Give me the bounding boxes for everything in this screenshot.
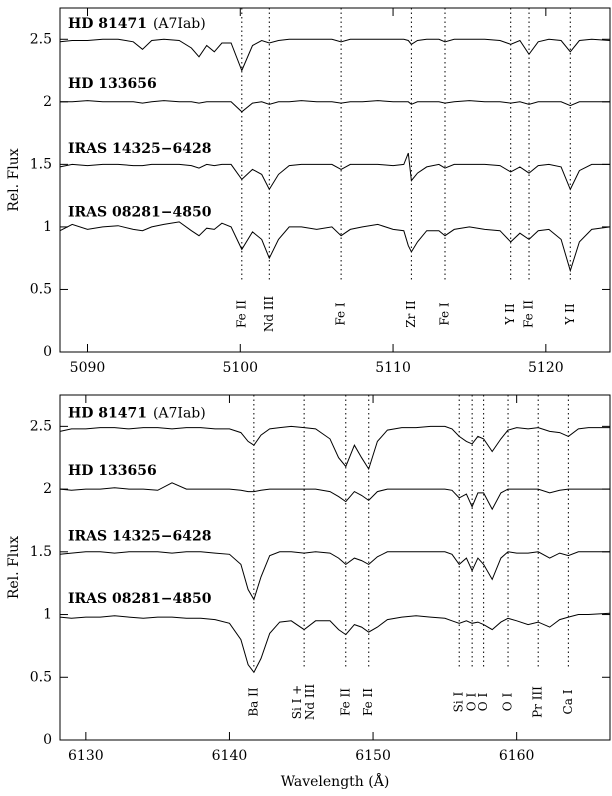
series-note: (A7Iab) (153, 405, 206, 421)
line-label: Fe II (338, 688, 352, 716)
x-tick-label: 6130 (68, 748, 104, 764)
series-name: IRAS 08281−4850 (68, 205, 212, 221)
y-tick-label: 1.5 (30, 156, 52, 172)
line-label: Nd III (262, 296, 276, 332)
y-tick-label: 2 (43, 481, 52, 497)
line-label: Pr III (531, 686, 545, 718)
line-label: Zr II (404, 300, 418, 328)
line-label: Fe II (522, 300, 536, 328)
line-label: Si I (452, 691, 466, 712)
line-label: Ba II (246, 687, 260, 717)
line-label: Nd III (303, 684, 317, 720)
series-name: IRAS 14325−6428 (68, 528, 211, 544)
spectrum-line (59, 612, 611, 674)
y-tick-label: 0.5 (30, 281, 52, 297)
spectrum-line (59, 38, 611, 72)
y-tick-label: 1 (43, 219, 52, 235)
series-name: HD 81471 (68, 16, 147, 32)
line-label: Y II (503, 303, 517, 325)
spectrum-line (59, 425, 610, 471)
x-tick-label: 5120 (528, 360, 564, 376)
series-name: HD 133656 (68, 76, 157, 92)
series-name: HD 133656 (68, 463, 157, 479)
y-tick-label: 0.5 (30, 669, 52, 685)
x-tick-label: 5110 (375, 360, 411, 376)
series-label: IRAS 14325−6428 (68, 528, 211, 544)
series-name: IRAS 14325−6428 (68, 141, 211, 157)
y-tick-label: 0 (43, 344, 52, 360)
y-axis-label: Rel. Flux (6, 536, 22, 599)
line-label: Fe I (438, 302, 452, 326)
x-tick-label: 6160 (499, 748, 535, 764)
line-label: Ca I (561, 689, 575, 714)
spectrum-line (60, 100, 610, 113)
series-label: HD 81471 (A7Iab) (68, 16, 206, 32)
plot-frame (59, 7, 611, 353)
spectrum-line (59, 482, 610, 511)
line-label: O I (465, 693, 479, 712)
x-tick-label: 6140 (212, 748, 248, 764)
y-tick-label: 2.5 (30, 31, 52, 47)
y-tick-label: 2 (43, 94, 52, 110)
line-label: Y II (563, 303, 577, 325)
series-label: IRAS 08281−4850 (68, 205, 212, 221)
series-name: IRAS 08281−4850 (68, 591, 212, 607)
series-label: HD 133656 (68, 76, 157, 92)
spectrum-line (59, 152, 610, 191)
series-name: HD 81471 (68, 405, 147, 421)
x-tick-label: 6150 (355, 748, 391, 764)
y-tick-label: 1.5 (30, 544, 52, 560)
line-label: Fe II (361, 688, 375, 716)
plot-frame (59, 394, 611, 741)
y-tick-label: 1 (43, 607, 52, 623)
spectrum-line (59, 551, 610, 601)
x-tick-label: 5100 (222, 360, 258, 376)
line-label: Fe II (234, 300, 248, 328)
series-label: IRAS 14325−6428 (68, 141, 211, 157)
series-label: HD 81471 (A7Iab) (68, 405, 206, 421)
y-tick-label: 0 (43, 732, 52, 748)
spectrum-line (59, 221, 611, 273)
line-label: Si I + (290, 685, 304, 719)
series-label: HD 133656 (68, 463, 157, 479)
series-note: (A7Iab) (153, 16, 206, 32)
line-label: O I (501, 693, 515, 712)
line-label: Fe I (334, 302, 348, 326)
series-label: IRAS 08281−4850 (68, 591, 212, 607)
y-axis-label: Rel. Flux (6, 148, 22, 211)
x-axis-label: Wavelength (Å) (281, 772, 390, 790)
x-tick-label: 5090 (70, 360, 106, 376)
line-label: O I (476, 693, 490, 712)
y-tick-label: 2.5 (30, 418, 52, 434)
